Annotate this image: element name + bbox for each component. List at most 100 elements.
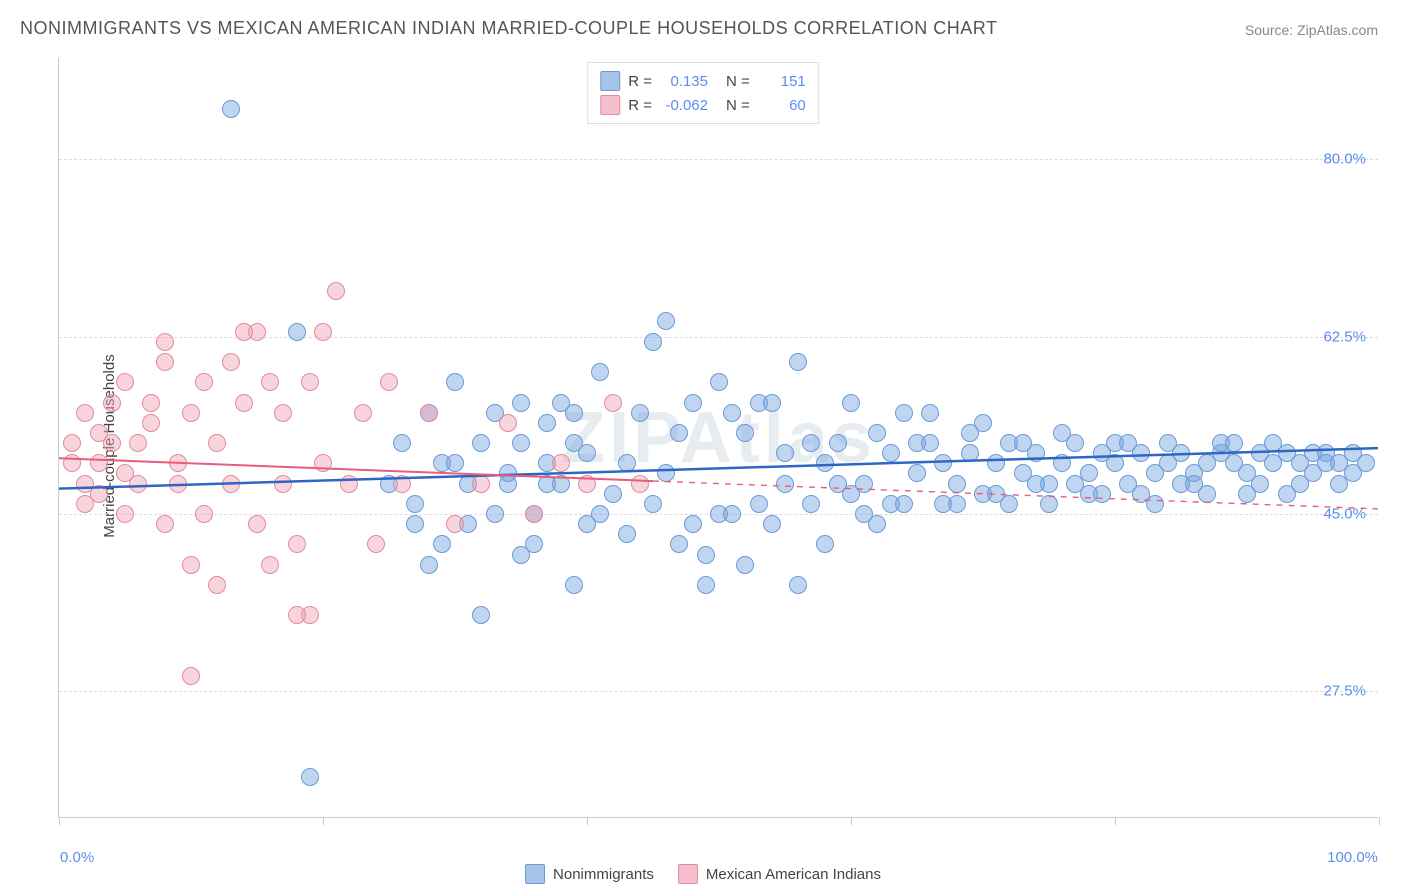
data-point [1264, 434, 1282, 452]
data-point [182, 667, 200, 685]
series-swatch [600, 71, 620, 91]
r-value: 0.135 [660, 73, 708, 90]
data-point [156, 333, 174, 351]
data-point [129, 434, 147, 452]
data-point [235, 323, 253, 341]
data-point [512, 434, 530, 452]
data-point [208, 434, 226, 452]
data-point [314, 323, 332, 341]
data-point [499, 475, 517, 493]
data-point [261, 556, 279, 574]
data-point [288, 535, 306, 553]
data-point [1304, 444, 1322, 462]
data-point [182, 404, 200, 422]
data-point [552, 454, 570, 472]
data-point [565, 576, 583, 594]
x-tick [1115, 817, 1116, 825]
data-point [156, 515, 174, 533]
data-point [697, 546, 715, 564]
data-point [776, 475, 794, 493]
data-point [288, 606, 306, 624]
data-point [420, 404, 438, 422]
data-point [1053, 424, 1071, 442]
data-point [776, 444, 794, 462]
data-point [644, 333, 662, 351]
x-max-label: 100.0% [1327, 849, 1378, 866]
data-point [1357, 454, 1375, 472]
gridline [59, 159, 1378, 160]
data-point [684, 515, 702, 533]
gridline [59, 691, 1378, 692]
data-point [76, 404, 94, 422]
data-point [631, 475, 649, 493]
y-tick-label: 45.0% [1323, 506, 1366, 523]
y-tick-label: 80.0% [1323, 151, 1366, 168]
data-point [169, 475, 187, 493]
n-value: 60 [758, 97, 806, 114]
data-point [406, 515, 424, 533]
data-point [499, 414, 517, 432]
data-point [723, 505, 741, 523]
data-point [301, 373, 319, 391]
correlation-chart: NONIMMIGRANTS VS MEXICAN AMERICAN INDIAN… [0, 0, 1406, 892]
data-point [631, 404, 649, 422]
data-point [934, 495, 952, 513]
data-point [486, 505, 504, 523]
x-tick [587, 817, 588, 825]
data-point [736, 424, 754, 442]
data-point [393, 434, 411, 452]
source-label: Source: ZipAtlas.com [1245, 22, 1378, 38]
data-point [921, 404, 939, 422]
legend-item: Mexican American Indians [678, 864, 881, 884]
series-swatch [678, 864, 698, 884]
data-point [565, 434, 583, 452]
data-point [195, 505, 213, 523]
data-point [1225, 434, 1243, 452]
data-point [789, 353, 807, 371]
data-point [116, 373, 134, 391]
data-point [195, 373, 213, 391]
data-point [274, 404, 292, 422]
data-point [472, 475, 490, 493]
data-point [1330, 475, 1348, 493]
data-point [63, 454, 81, 472]
data-point [1198, 485, 1216, 503]
stats-legend-box: R = 0.135 N = 151 R = -0.062 N = 60 [587, 62, 819, 124]
data-point [670, 535, 688, 553]
data-point [591, 363, 609, 381]
data-point [763, 394, 781, 412]
data-point [235, 394, 253, 412]
data-point [789, 576, 807, 594]
data-point [63, 434, 81, 452]
data-point [802, 495, 820, 513]
data-point [446, 454, 464, 472]
data-point [1251, 475, 1269, 493]
data-point [895, 404, 913, 422]
data-point [578, 475, 596, 493]
data-point [1278, 485, 1296, 503]
data-point [908, 434, 926, 452]
data-point [116, 505, 134, 523]
stats-row: R = -0.062 N = 60 [600, 93, 806, 117]
data-point [908, 464, 926, 482]
data-point [684, 394, 702, 412]
data-point [142, 414, 160, 432]
data-point [472, 434, 490, 452]
x-tick [1379, 817, 1380, 825]
data-point [604, 394, 622, 412]
data-point [948, 475, 966, 493]
bottom-legend: Nonimmigrants Mexican American Indians [525, 864, 881, 884]
data-point [525, 505, 543, 523]
data-point [406, 495, 424, 513]
data-point [103, 394, 121, 412]
x-tick [851, 817, 852, 825]
data-point [1106, 454, 1124, 472]
data-point [433, 535, 451, 553]
data-point [538, 414, 556, 432]
y-tick-label: 27.5% [1323, 683, 1366, 700]
data-point [367, 535, 385, 553]
r-label: R = [628, 73, 652, 90]
data-point [248, 515, 266, 533]
data-point [987, 485, 1005, 503]
data-point [697, 576, 715, 594]
